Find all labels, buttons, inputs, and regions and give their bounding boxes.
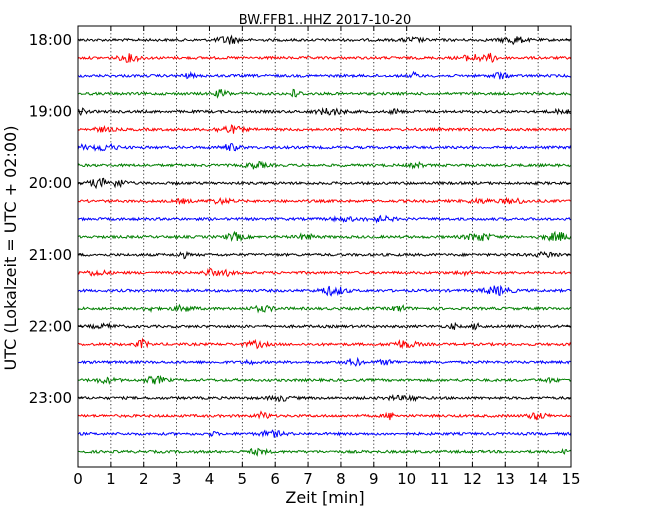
y-ticks: 18:00 19:00 20:00 21:00 22:00 23:00	[29, 31, 571, 407]
x-tick-label: 7	[303, 470, 313, 488]
y-axis-label: UTC (Lokalzeit = UTC + 02:00)	[1, 126, 20, 371]
seismic-trace	[77, 214, 572, 224]
x-tick-label: 8	[336, 470, 346, 488]
seismic-trace	[77, 393, 572, 403]
seismic-trace	[77, 250, 572, 260]
seismic-trace	[77, 196, 572, 206]
seismic-trace	[77, 34, 572, 46]
y-tick-label: 20:00	[29, 174, 72, 192]
x-tick-label: 2	[139, 470, 149, 488]
seismic-trace	[77, 337, 572, 350]
seismic-trace	[77, 70, 572, 80]
y-tick-label: 23:00	[29, 389, 72, 407]
seismic-trace	[77, 374, 572, 386]
y-tick-label: 21:00	[29, 246, 72, 264]
x-tick-label: 5	[238, 470, 248, 488]
x-tick-label: 11	[430, 470, 449, 488]
x-ticks: 0 1 2 3 4 5 6 7 8 9 10 11 12 13 14 15	[73, 26, 581, 488]
seismic-trace	[77, 284, 572, 297]
seismic-trace	[77, 267, 572, 278]
seismic-trace	[77, 447, 572, 457]
x-tick-label: 13	[496, 470, 515, 488]
seismic-trace	[77, 356, 572, 367]
seismic-trace	[77, 142, 572, 152]
x-tick-label: 3	[172, 470, 182, 488]
plot-frame	[77, 25, 572, 468]
y-tick-label: 19:00	[29, 103, 72, 121]
x-tick-label: 6	[270, 470, 280, 488]
seismic-trace	[77, 106, 572, 116]
seismic-trace	[77, 429, 572, 438]
x-tick-label: 10	[397, 470, 416, 488]
seismic-trace	[77, 230, 572, 242]
x-tick-label: 9	[369, 470, 379, 488]
x-axis-label: Zeit [min]	[285, 488, 364, 507]
seismic-trace	[77, 177, 572, 190]
y-tick-label: 22:00	[29, 317, 72, 335]
y-tick-label: 18:00	[29, 31, 72, 49]
chart-title: BW.FFB1..HHZ 2017-10-20	[239, 13, 412, 28]
x-tick-label: 15	[561, 470, 580, 488]
x-tick-label: 12	[463, 470, 482, 488]
seismic-trace	[77, 303, 572, 314]
seismic-trace	[77, 124, 572, 134]
seismic-trace	[77, 321, 572, 331]
seismic-trace	[77, 160, 572, 170]
seismic-trace	[77, 88, 572, 99]
x-tick-label: 14	[529, 470, 548, 488]
traces-group	[77, 34, 572, 457]
seismic-trace	[77, 52, 572, 63]
grid-lines	[110, 26, 539, 467]
x-tick-label: 0	[73, 470, 83, 488]
x-tick-label: 4	[205, 470, 215, 488]
seismic-trace	[77, 410, 572, 421]
x-tick-label: 1	[106, 470, 116, 488]
